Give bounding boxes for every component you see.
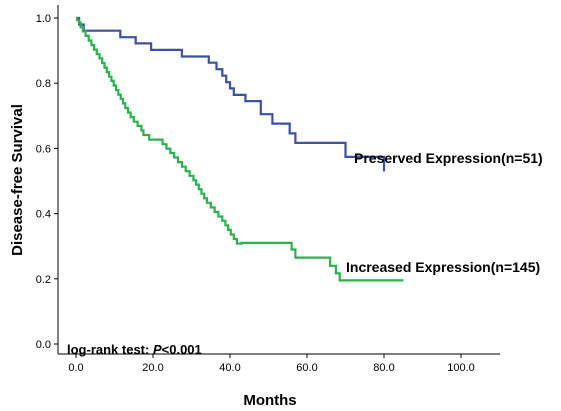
- y-axis-title: Disease-free Survival: [9, 104, 26, 256]
- y-tick-label: 0.6: [36, 143, 51, 155]
- y-tick-label: 0.0: [36, 339, 51, 351]
- series-label-increased: Increased Expression(n=145): [346, 259, 540, 275]
- x-tick-label: 40.0: [219, 362, 240, 374]
- x-axis-title: Months: [243, 392, 296, 409]
- y-tick-label: 0.4: [36, 209, 51, 221]
- series-line-increased: [76, 16, 404, 282]
- log-rank-annotation: log-rank test: P<0.001: [67, 342, 202, 357]
- y-tick-label: 1.0: [36, 13, 51, 25]
- x-tick-label: 100.0: [447, 362, 475, 374]
- x-tick-label: 60.0: [296, 362, 317, 374]
- log-rank-p: P: [153, 342, 162, 357]
- y-tick-label: 0.2: [36, 274, 51, 286]
- x-ticks: 0.0 20.0 40.0 60.0 80.0 100.0: [68, 354, 475, 374]
- series-lines: [76, 16, 404, 282]
- log-rank-value: <0.001: [162, 342, 202, 357]
- y-ticks: 0.0 0.2 0.4 0.6 0.8 1.0: [36, 13, 58, 351]
- y-tick-label: 0.8: [36, 78, 51, 90]
- series-line-preserved: [76, 16, 386, 172]
- series-label-preserved: Preserved Expression(n=51): [354, 150, 543, 166]
- x-tick-label: 0.0: [68, 362, 83, 374]
- x-tick-label: 80.0: [373, 362, 394, 374]
- log-rank-prefix: log-rank test:: [67, 342, 153, 357]
- axes: [57, 5, 500, 355]
- x-tick-label: 20.0: [142, 362, 163, 374]
